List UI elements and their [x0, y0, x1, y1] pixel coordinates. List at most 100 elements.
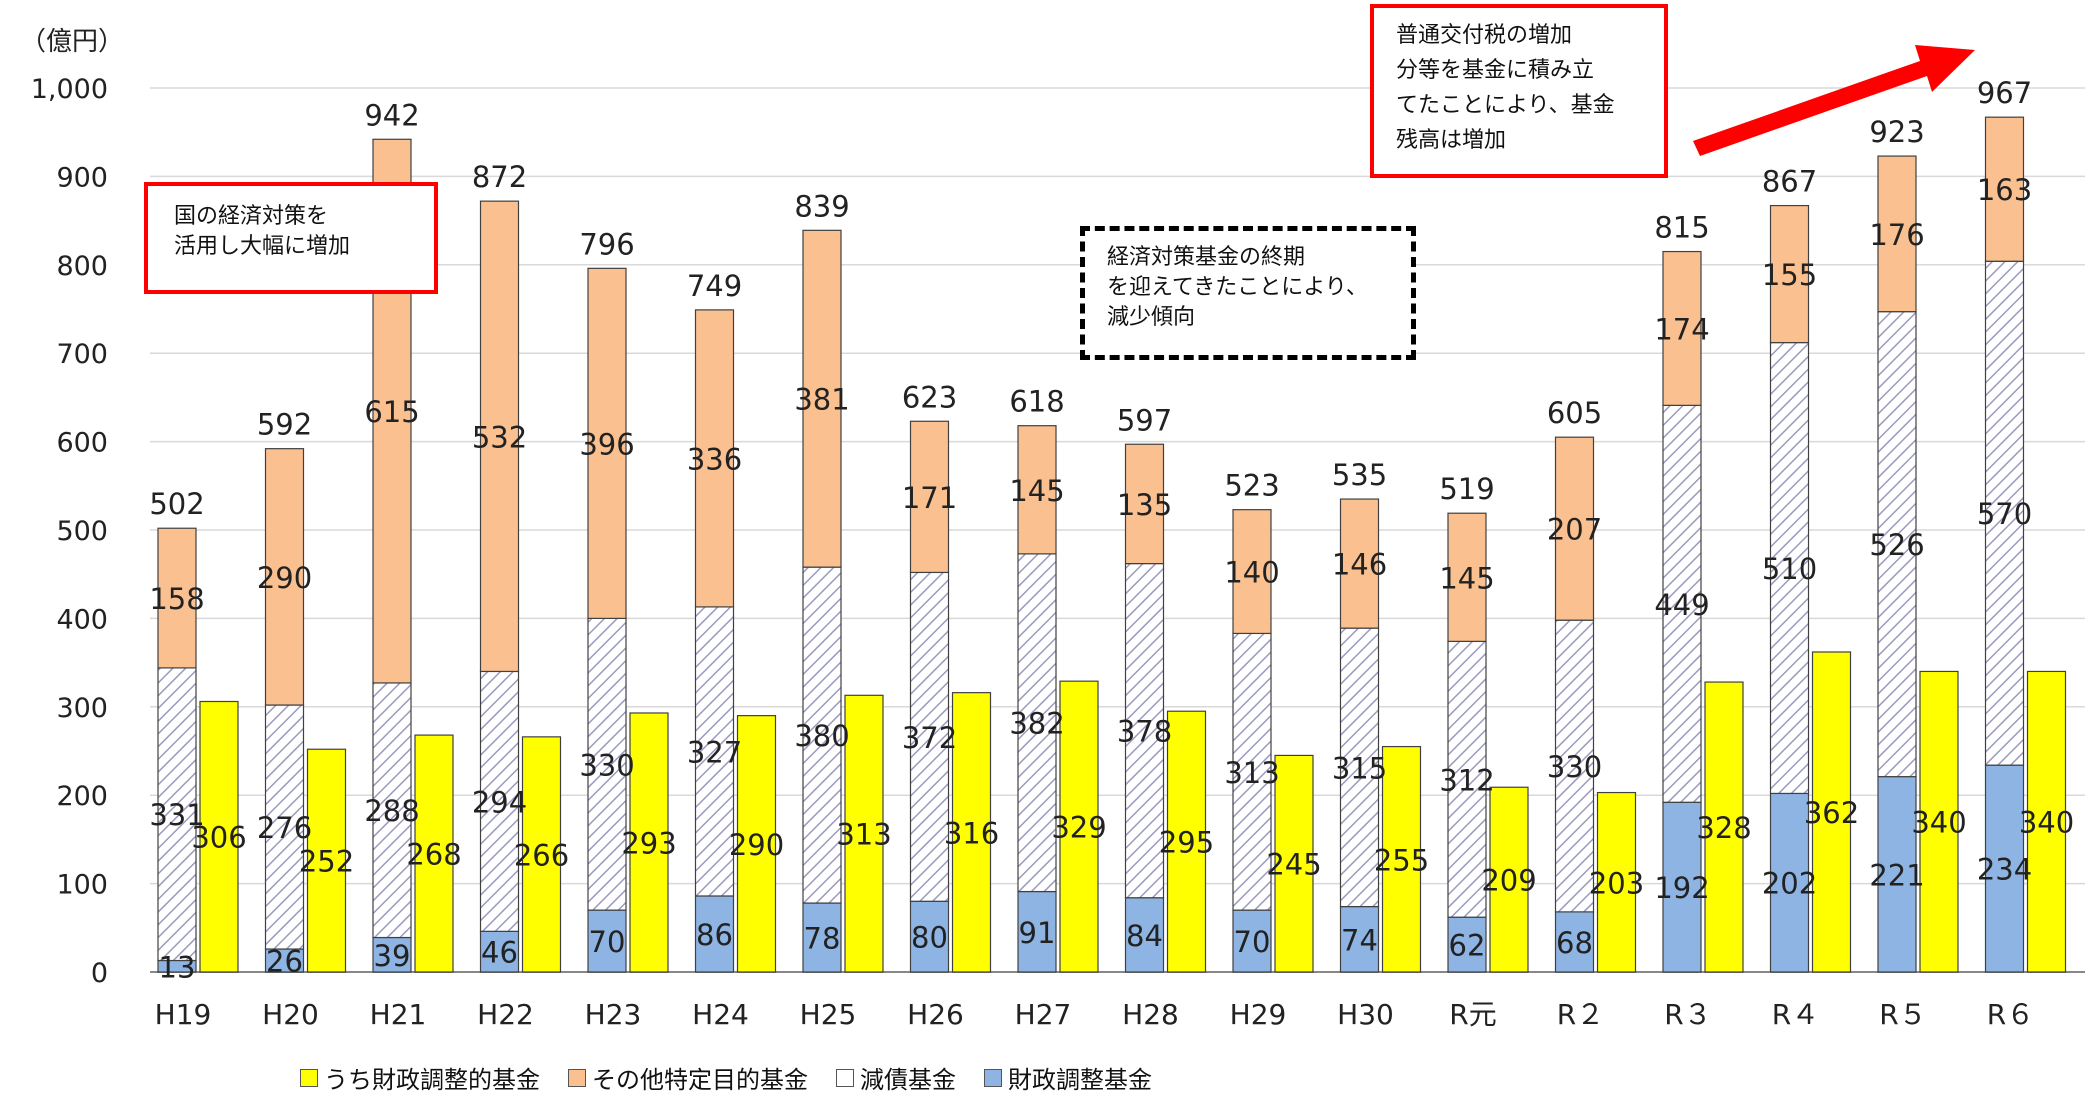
segment-value-label: 163: [1977, 173, 2032, 207]
y-tick-label: 300: [56, 693, 108, 724]
total-value-label: 502: [149, 487, 204, 521]
segment-value-label: 615: [364, 395, 419, 429]
side-bar-value-label: 268: [406, 838, 461, 872]
total-value-label: 523: [1224, 469, 1279, 503]
x-category-label: H19: [155, 998, 212, 1031]
side-bar: [2026, 670, 2067, 973]
side-bar-value-label: 255: [1374, 843, 1429, 877]
annotation-line: てたことにより、基金: [1396, 93, 1615, 118]
legend-label: 減債基金: [860, 1066, 956, 1094]
total-value-label: 605: [1547, 396, 1602, 430]
annotation-balance-increase: 普通交付税の増加 分等を基金に積み立 てたことにより、基金 残高は増加: [1370, 4, 1668, 178]
stacked-bar-segment: [1984, 116, 2025, 262]
total-value-label: 535: [1332, 458, 1387, 492]
segment-value-label: 91: [1019, 916, 1056, 950]
side-bar-value-label: 252: [299, 845, 354, 879]
segment-value-label: 80: [911, 921, 948, 955]
segment-value-label: 13: [159, 950, 196, 984]
x-category-label: H27: [1015, 998, 1072, 1031]
x-category-label: H24: [692, 998, 749, 1031]
annotation-line: 国の経済対策を: [174, 204, 329, 229]
x-category-label: H29: [1230, 998, 1287, 1031]
stacked-bar-segment: [1017, 553, 1057, 893]
chart-legend: うち財政調整的基金 その他特定目的基金 減債基金 財政調整基金: [300, 1060, 1152, 1095]
segment-value-label: 78: [804, 922, 841, 956]
side-bar: [844, 694, 884, 973]
segment-value-label: 449: [1654, 588, 1709, 622]
segment-value-label: 135: [1117, 488, 1172, 522]
total-value-label: 749: [687, 269, 742, 303]
y-tick-label: 900: [56, 162, 108, 193]
stacked-bar-segment: [1877, 776, 1917, 973]
legend-swatch: [300, 1068, 318, 1087]
segment-value-label: 396: [579, 427, 634, 461]
stacked-bar-segment: [1769, 341, 1810, 795]
stacked-bar-segment: [479, 200, 520, 673]
total-value-label: 519: [1439, 472, 1494, 506]
x-category-label: H20: [262, 998, 319, 1031]
total-value-label: 923: [1869, 115, 1924, 149]
stacked-bar-segment: [1554, 436, 1595, 621]
side-bar-value-label: 293: [621, 826, 676, 860]
segment-value-label: 380: [794, 719, 849, 753]
segment-value-label: 207: [1547, 513, 1602, 547]
total-value-label: 618: [1009, 385, 1064, 419]
stacked-bar-segment: [1554, 911, 1595, 973]
segment-value-label: 382: [1009, 707, 1064, 741]
legend-item: 財政調整基金: [984, 1060, 1152, 1095]
y-tick-label: 500: [56, 516, 108, 547]
segment-value-label: 315: [1332, 751, 1387, 785]
segment-value-label: 510: [1762, 552, 1817, 586]
stacked-bar-segment: [1232, 509, 1272, 635]
side-bar-value-label: 306: [191, 821, 246, 855]
total-value-label: 967: [1977, 76, 2032, 110]
total-value-label: 623: [902, 380, 957, 414]
side-bar: [306, 748, 347, 973]
total-value-label: 796: [579, 227, 634, 261]
segment-value-label: 86: [696, 918, 733, 952]
stacked-bar-segment: [587, 909, 627, 973]
stacked-bar-segment: [1447, 640, 1487, 918]
segment-value-label: 330: [579, 748, 634, 782]
x-category-label: H28: [1122, 998, 1179, 1031]
annotation-line: 普通交付税の増加: [1396, 23, 1573, 48]
side-bar: [199, 700, 239, 973]
side-bar-value-label: 266: [514, 838, 569, 872]
stacked-bar-segment: [1769, 792, 1810, 973]
legend-label: うち財政調整的基金: [324, 1066, 540, 1094]
annotation-decreasing-trend: 経済対策基金の終期 を迎えてきたことにより、 減少傾向: [1080, 226, 1416, 360]
segment-value-label: 372: [902, 721, 957, 755]
annotation-line: を迎えてきたことにより、: [1107, 275, 1368, 300]
segment-value-label: 330: [1547, 750, 1602, 784]
stacked-bar-segment: [1984, 260, 2025, 766]
stacked-bar-segment: [802, 229, 842, 568]
stacked-bar-segment: [1984, 764, 2025, 973]
segment-value-label: 294: [472, 785, 527, 819]
segment-value-label: 276: [257, 811, 312, 845]
segment-value-label: 234: [1977, 853, 2032, 887]
stacked-bar-segment: [802, 566, 842, 904]
stacked-bar-segment: [1447, 916, 1487, 973]
x-category-label: H26: [907, 998, 964, 1031]
segment-value-label: 140: [1224, 556, 1279, 590]
stacked-bar-segment: [1339, 627, 1380, 908]
legend-swatch: [984, 1068, 1002, 1087]
segment-value-label: 378: [1117, 715, 1172, 749]
stacked-bar-segment: [909, 420, 950, 574]
segment-value-label: 312: [1439, 763, 1494, 797]
x-category-label: H23: [585, 998, 642, 1031]
stacked-bar-segment: [1124, 562, 1165, 899]
total-value-label: 597: [1117, 403, 1172, 437]
annotation-line: 残高は増加: [1396, 128, 1507, 153]
side-bar-value-label: 328: [1696, 811, 1751, 845]
stacked-bar-segment: [1232, 632, 1272, 911]
segment-value-label: 570: [1977, 497, 2032, 531]
segment-value-label: 39: [374, 939, 411, 973]
x-category-label: H25: [800, 998, 857, 1031]
x-category-label: R６: [1987, 998, 2034, 1031]
side-bar: [1274, 754, 1314, 973]
side-bar-value-label: 362: [1804, 796, 1859, 830]
stacked-bar-segment: [1662, 801, 1702, 973]
side-bar-value-label: 245: [1266, 848, 1321, 882]
y-tick-label: 400: [56, 604, 108, 635]
